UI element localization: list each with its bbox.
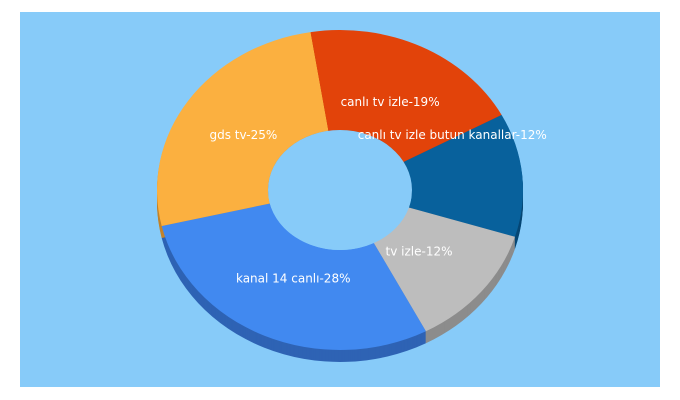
- pie-slice-0[interactable]: [403, 114, 523, 237]
- slice-label-0: canlı tv izle butun kanallar-12%: [358, 128, 547, 142]
- slice-label-3: gds tv-25%: [209, 128, 277, 142]
- donut-chart: canlı tv izle butun kanallar-12% tv izle-…: [20, 12, 660, 387]
- slice-labels: canlı tv izle butun kanallar-12% tv izle-…: [209, 95, 546, 286]
- donut-hole: [268, 130, 412, 250]
- slice-label-2: kanal 14 canlı-28%: [236, 271, 351, 285]
- chart-panel: canlı tv izle butun kanallar-12% tv izle-…: [20, 12, 660, 387]
- pie-slice-4[interactable]: [310, 30, 502, 162]
- pie-slice-3[interactable]: [157, 32, 329, 226]
- slice-label-1: tv izle-12%: [386, 245, 453, 259]
- pie-slice-2[interactable]: [161, 203, 426, 350]
- pie-slice-1[interactable]: [373, 207, 516, 332]
- slice-label-4: canlı tv izle-19%: [341, 95, 440, 109]
- slice-tops: [157, 30, 523, 350]
